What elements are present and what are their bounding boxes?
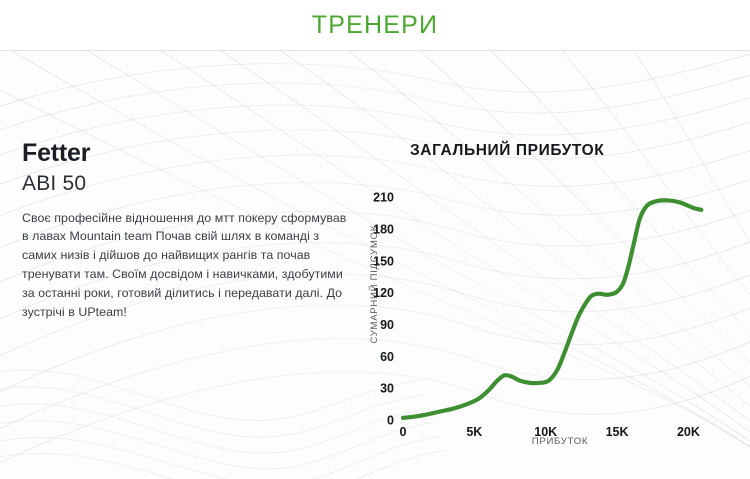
coach-rank: ABI 50 <box>22 171 87 195</box>
coach-bio: Fetter ABI 50 Своє професійне відношення… <box>22 139 352 322</box>
chart-canvas: 0 30 60 90 120 150 180 210 0 5K 10K 15K 20K <box>373 191 704 439</box>
page-title: ТРЕНЕРИ <box>311 10 439 39</box>
coach-name: Fetter <box>22 139 91 167</box>
page-header: ТРЕНЕРИ <box>0 0 750 51</box>
profit-chart: ЗАГАЛЬНИЙ ПРИБУТОК СУМАРНИЙ ПІДСУМОК ПРИ… <box>355 130 735 460</box>
chart-y-tick: 180 <box>373 222 394 236</box>
chart-x-tick: 15K <box>606 425 629 439</box>
chart-x-tick: 20K <box>677 425 700 439</box>
chart-x-tick: 10K <box>534 425 557 439</box>
chart-y-tick: 30 <box>380 382 394 396</box>
chart-line-series <box>400 198 704 420</box>
coach-description: Своє професійне відношення до мтт покеру… <box>22 210 347 319</box>
chart-y-tick: 60 <box>380 350 394 364</box>
chart-x-tick: 0 <box>400 425 407 439</box>
chart-y-tick: 210 <box>373 191 394 205</box>
chart-x-tick: 5K <box>466 425 482 439</box>
chart-y-tick: 120 <box>373 286 394 300</box>
chart-y-tick: 150 <box>373 254 394 268</box>
chart-y-tick: 90 <box>380 318 394 332</box>
chart-y-tick: 0 <box>387 414 394 428</box>
